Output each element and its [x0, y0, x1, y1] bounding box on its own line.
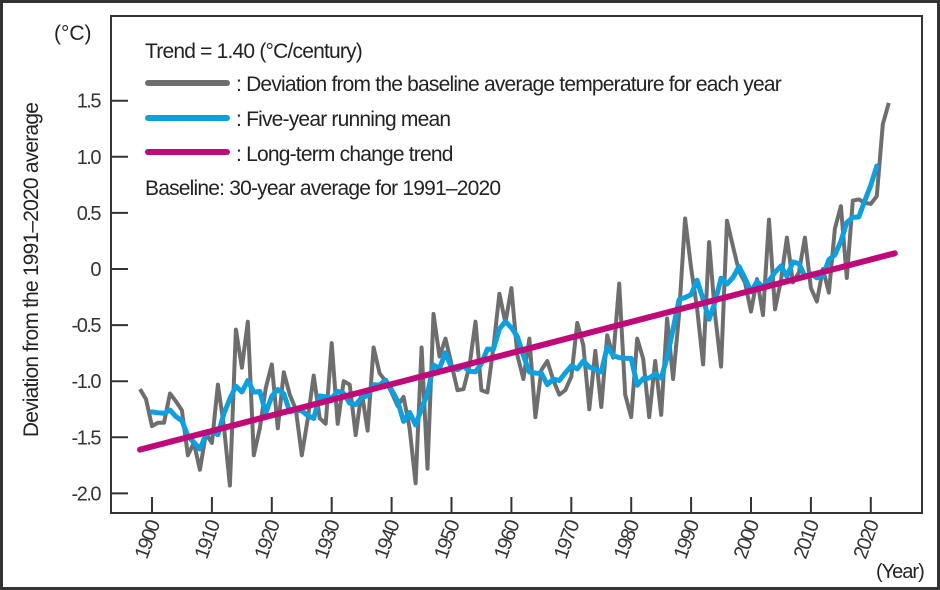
- y-tick-label: -0.5: [72, 315, 102, 337]
- y-tick-label: -1.5: [72, 427, 102, 449]
- y-tick-label: 1.5: [77, 91, 102, 113]
- y-tick-label: -1.0: [72, 371, 102, 393]
- legend-label-running-mean: : Five-year running mean: [236, 108, 450, 131]
- plot-area: [110, 15, 923, 514]
- y-tick-label: 0.5: [77, 203, 102, 225]
- trend-line: [137, 250, 898, 453]
- x-tick-label: 1920: [251, 517, 285, 562]
- y-tick-label: 0: [90, 259, 101, 281]
- x-tick-label: 2000: [730, 517, 764, 562]
- x-tick-label: 1960: [490, 517, 524, 562]
- x-tick-label: 2010: [790, 517, 824, 562]
- y-tick-label: -2.0: [72, 483, 102, 505]
- x-tick-label: 1950: [430, 517, 464, 562]
- legend: Trend = 1.40 (°C/century) : Deviation fr…: [145, 40, 783, 200]
- x-tick-label: 1910: [191, 517, 225, 562]
- baseline-text: Baseline: 30-year average for 1991–2020: [145, 177, 500, 200]
- legend-label-annual: : Deviation from the baseline average te…: [236, 73, 782, 96]
- legend-label-trend: : Long-term change trend: [236, 143, 453, 166]
- running-mean-line: [149, 163, 880, 452]
- annual-deviation-line: [138, 102, 891, 488]
- x-tick-label: 1980: [610, 517, 644, 562]
- y-unit: (°C): [54, 22, 92, 45]
- x-tick-label: 1990: [670, 517, 704, 562]
- x-unit: (Year): [876, 561, 924, 583]
- trend-text: Trend = 1.40 (°C/century): [145, 40, 362, 63]
- x-tick-label: 1900: [131, 517, 165, 562]
- y-tick-label: 1.0: [77, 147, 102, 169]
- y-axis-label: Deviation from the 1991–2020 average: [20, 103, 43, 437]
- x-tick-label: 1940: [370, 517, 404, 562]
- x-tick-label: 2020: [850, 517, 884, 562]
- x-tick-label: 1930: [311, 517, 345, 562]
- x-tick-label: 1970: [550, 517, 584, 562]
